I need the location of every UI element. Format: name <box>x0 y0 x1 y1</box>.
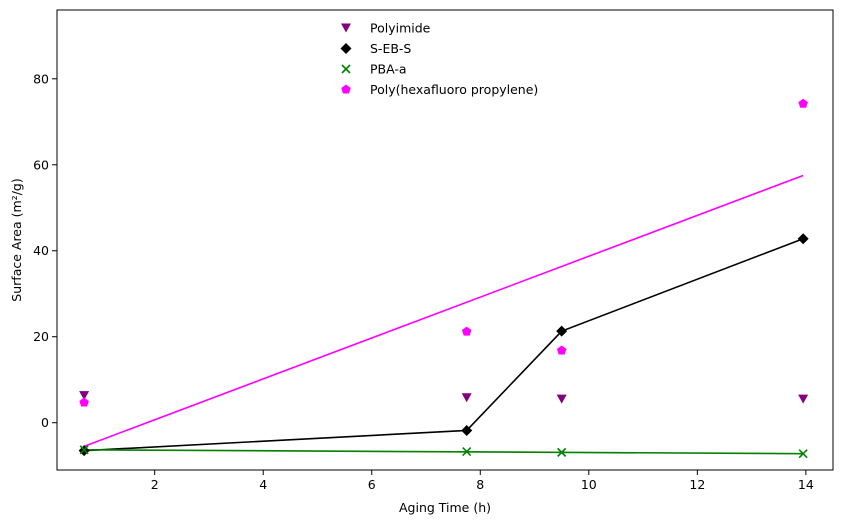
legend-marker <box>341 64 351 74</box>
data-point-s-eb-s <box>461 424 473 436</box>
y-axis: 0 20 40 60 80 <box>33 71 57 430</box>
data-point-polyimide <box>79 391 90 401</box>
series-lines <box>83 174 804 455</box>
data-point-s-eb-s <box>797 233 809 245</box>
data-point-poly-hexafluoro-propylene <box>461 326 472 336</box>
x-tick-label: 14 <box>798 477 814 492</box>
x-tick-label: 6 <box>368 477 376 492</box>
plot-area <box>56 9 834 471</box>
data-point-poly-hexafluoro-propylene <box>556 345 567 355</box>
data-point-pba-a <box>798 449 808 459</box>
data-point-pba-a <box>557 447 567 457</box>
data-point-s-eb-s <box>556 325 568 337</box>
series-line-s-eb-s <box>84 237 804 452</box>
legend-label: Poly(hexafluoro propylene) <box>370 82 538 97</box>
y-axis-label: Surface Area (m²/g) <box>9 178 24 301</box>
series-points <box>78 98 809 459</box>
legend-label: S-EB-S <box>370 41 411 56</box>
legend-marker <box>341 23 351 33</box>
data-point-pba-a <box>462 446 472 457</box>
x-tick-label: 12 <box>689 477 705 492</box>
x-axis: 2 4 6 8 10 12 14 <box>151 470 814 492</box>
x-tick-label: 10 <box>581 477 597 492</box>
y-tick-label: 0 <box>41 415 49 430</box>
y-tick-label: 60 <box>33 157 49 172</box>
data-point-poly-hexafluoro-propylene <box>798 98 808 108</box>
data-point-polyimide <box>461 393 472 403</box>
data-point-poly-hexafluoro-propylene <box>79 397 89 407</box>
data-point-polyimide <box>556 394 567 404</box>
legend-marker <box>340 43 352 54</box>
y-tick-label: 40 <box>33 243 49 258</box>
legend: Polyimide S-EB-S PBA-a Poly(hexafluoro prop… <box>340 21 538 97</box>
x-axis-label: Aging Time (h) <box>399 500 491 515</box>
legend-label: Polyimide <box>370 21 431 36</box>
series-line-pba-a <box>84 448 804 455</box>
legend-label: PBA-a <box>370 62 407 77</box>
y-tick-label: 80 <box>33 71 49 86</box>
x-tick-label: 4 <box>259 477 267 492</box>
series-line-poly-hexafluoro-propylene- <box>83 174 804 448</box>
x-tick-label: 2 <box>151 477 159 492</box>
y-tick-label: 20 <box>33 329 49 344</box>
legend-marker <box>341 84 351 94</box>
data-point-pba-a <box>79 445 89 455</box>
x-tick-label: 8 <box>476 477 484 492</box>
data-point-polyimide <box>798 394 809 404</box>
